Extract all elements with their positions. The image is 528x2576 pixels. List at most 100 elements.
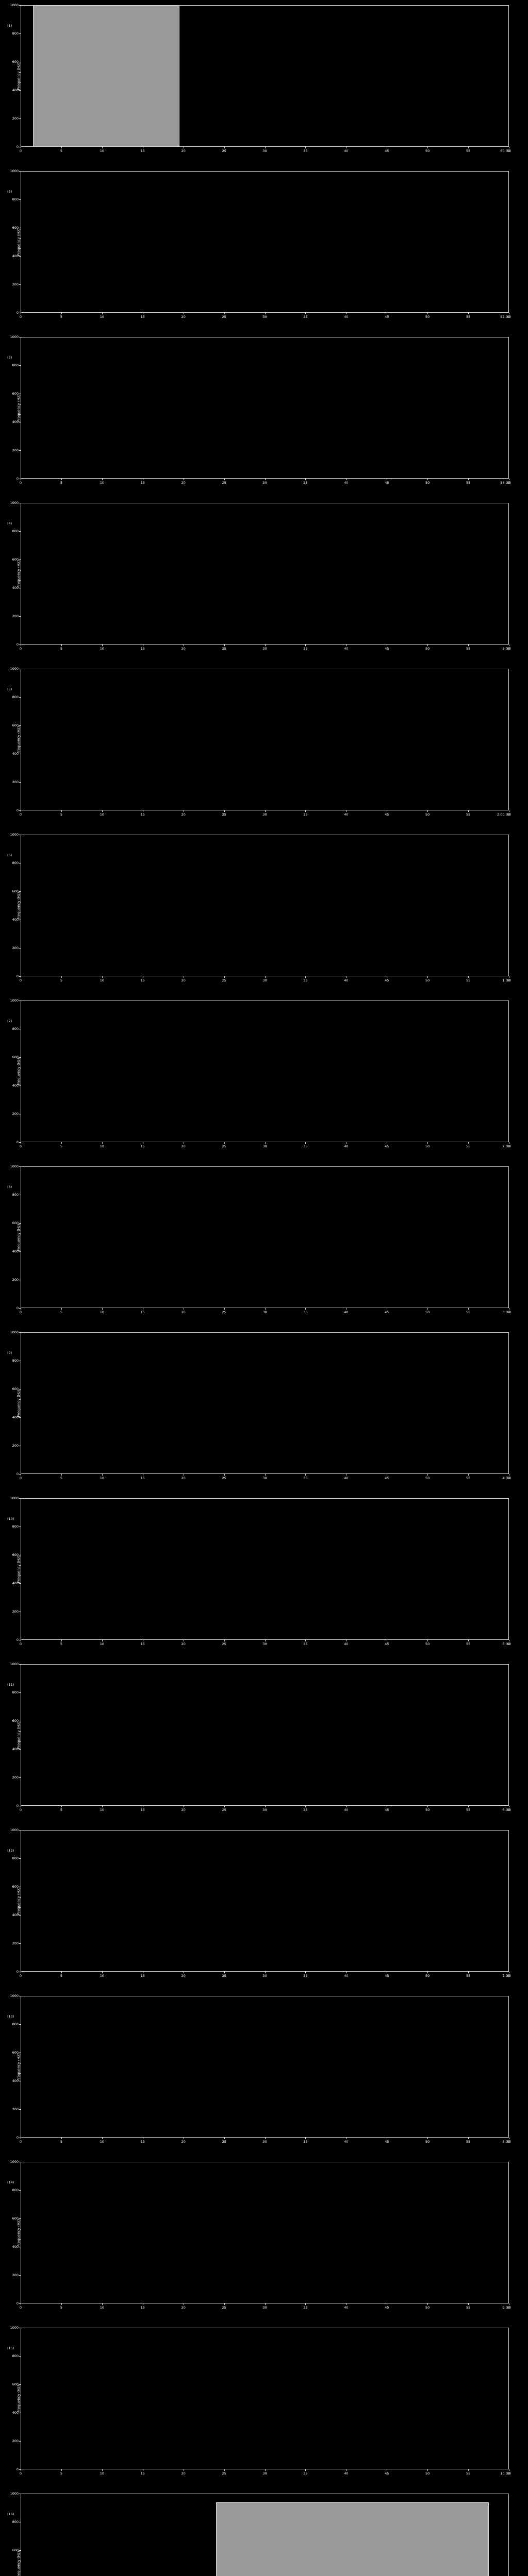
y-tick-label: 400 <box>12 2411 19 2415</box>
x-tick-label: 10 <box>100 1144 104 1148</box>
x-tick-mark <box>265 147 266 148</box>
chart-panel: (12) Frequency (Hz) 0 200 400 600 800 1000 0 5 10 1… <box>0 1825 528 1991</box>
x-tick-mark <box>265 1308 266 1310</box>
x-tick-label: 30 <box>262 149 267 153</box>
x-tick-mark <box>305 147 306 148</box>
x-tick-mark <box>102 1972 103 1973</box>
axes-frame <box>21 1001 509 1142</box>
x-tick-label: 60 <box>506 1974 512 1978</box>
y-tick-label: 600 <box>12 1387 19 1391</box>
x-tick-label: 20 <box>181 2306 186 2310</box>
y-tick-mark <box>19 450 21 451</box>
x-tick-label: 35 <box>303 1808 308 1812</box>
x-tick-mark <box>305 645 306 646</box>
x-tick-label: 15 <box>140 978 145 982</box>
x-tick-mark <box>102 2303 103 2305</box>
y-tick-label: 1000 <box>10 1662 19 1666</box>
y-tick-label: 600 <box>12 1055 19 1059</box>
y-tick-label: 600 <box>12 1719 19 1723</box>
plot-area: Frequency (Hz) 0 200 400 600 800 1000 0 5 10 15 20 2… <box>10 1164 511 1314</box>
y-tick-label: 1000 <box>10 998 19 1003</box>
x-tick-label: 55 <box>466 1808 471 1812</box>
x-tick-mark <box>224 645 225 646</box>
y-axis-label: Frequency (Hz) <box>16 2385 21 2412</box>
x-tick-label: 10 <box>100 1808 104 1812</box>
y-tick-mark <box>19 1223 21 1224</box>
x-tick-label: 60 <box>506 1808 512 1812</box>
x-tick-mark <box>468 810 469 812</box>
y-tick-label: 800 <box>12 1524 19 1529</box>
y-tick-label: 400 <box>12 1083 19 1088</box>
x-tick-label: 30 <box>262 647 267 651</box>
x-tick-label: 60 <box>506 1144 512 1148</box>
x-tick-label: 10 <box>100 2471 104 2476</box>
axes-frame <box>21 2494 509 2576</box>
x-tick-mark <box>102 1142 103 1144</box>
x-tick-label: 20 <box>181 2140 186 2144</box>
x-tick-label: 40 <box>344 1808 349 1812</box>
x-tick-label: 50 <box>425 1144 430 1148</box>
y-tick-label: 1000 <box>10 1496 19 1500</box>
x-tick-mark <box>427 2469 428 2471</box>
y-tick-mark <box>19 33 21 34</box>
y-tick-label: 400 <box>12 752 19 756</box>
x-tick-label: 20 <box>181 1808 186 1812</box>
y-tick-label: 800 <box>12 2188 19 2192</box>
x-tick-label: 50 <box>425 2306 430 2310</box>
chart-panel: (1) Frequency (Hz) 0 200 400 600 800 1000 0 5 10 15… <box>0 0 528 166</box>
y-tick-mark <box>19 531 21 532</box>
y-tick-mark <box>19 1332 21 1333</box>
x-tick-mark <box>468 1972 469 1973</box>
x-tick-label: 0 <box>19 1974 22 1978</box>
x-tick-label: 5 <box>60 1642 62 1646</box>
x-tick-mark <box>427 810 428 812</box>
x-tick-label: 30 <box>262 1642 267 1646</box>
x-tick-mark <box>224 1308 225 1310</box>
panel-time-label: 8:00 <box>502 2140 510 2144</box>
x-tick-label: 25 <box>222 315 226 319</box>
y-tick-label: 0 <box>16 477 19 481</box>
x-tick-label: 40 <box>344 2471 349 2476</box>
y-tick-label: 1000 <box>10 501 19 505</box>
x-tick-label: 25 <box>222 2306 226 2310</box>
y-tick-label: 0 <box>16 642 19 647</box>
y-axis-label: Frequency (Hz) <box>16 892 21 919</box>
x-tick-mark <box>61 2303 62 2305</box>
y-tick-mark <box>19 1057 21 1058</box>
y-tick-label: 1000 <box>10 1330 19 1334</box>
y-tick-mark <box>19 284 21 285</box>
x-tick-label: 55 <box>466 481 471 485</box>
y-tick-mark <box>19 782 21 783</box>
x-tick-label: 15 <box>140 149 145 153</box>
y-tick-mark <box>19 2109 21 2110</box>
x-tick-label: 30 <box>262 812 267 817</box>
y-tick-label: 200 <box>12 1444 19 1448</box>
panel-time-label: 60:00 <box>500 149 510 153</box>
x-tick-label: 20 <box>181 978 186 982</box>
x-tick-label: 10 <box>100 812 104 817</box>
panel-index-label: (2) <box>7 190 12 194</box>
y-tick-mark <box>19 1308 21 1309</box>
x-tick-label: 50 <box>425 2471 430 2476</box>
panel-index-label: (1) <box>7 24 12 28</box>
y-tick-label: 800 <box>12 861 19 865</box>
x-tick-label: 35 <box>303 978 308 982</box>
y-axis-label: Frequency (Hz) <box>16 228 21 256</box>
x-tick-label: 45 <box>385 1974 389 1978</box>
y-tick-mark <box>19 1777 21 1778</box>
x-tick-mark <box>224 2138 225 2139</box>
x-tick-label: 25 <box>222 1974 226 1978</box>
y-tick-mark <box>19 2024 21 2025</box>
panel-time-label: 4:00 <box>502 1476 510 1480</box>
x-tick-mark <box>102 2138 103 2139</box>
x-tick-mark <box>427 976 428 978</box>
y-tick-label: 1000 <box>10 2326 19 2330</box>
x-tick-mark <box>427 479 428 480</box>
panel-index-label: (11) <box>7 1683 14 1687</box>
panel-index-label: (4) <box>7 521 12 526</box>
x-tick-mark <box>61 2469 62 2471</box>
plot-area: Frequency (Hz) 0 200 400 600 800 1000 0 5 10 15 20 2… <box>10 1330 511 1480</box>
y-tick-mark <box>19 725 21 726</box>
x-tick-label: 50 <box>425 812 430 817</box>
x-tick-label: 60 <box>506 2306 512 2310</box>
